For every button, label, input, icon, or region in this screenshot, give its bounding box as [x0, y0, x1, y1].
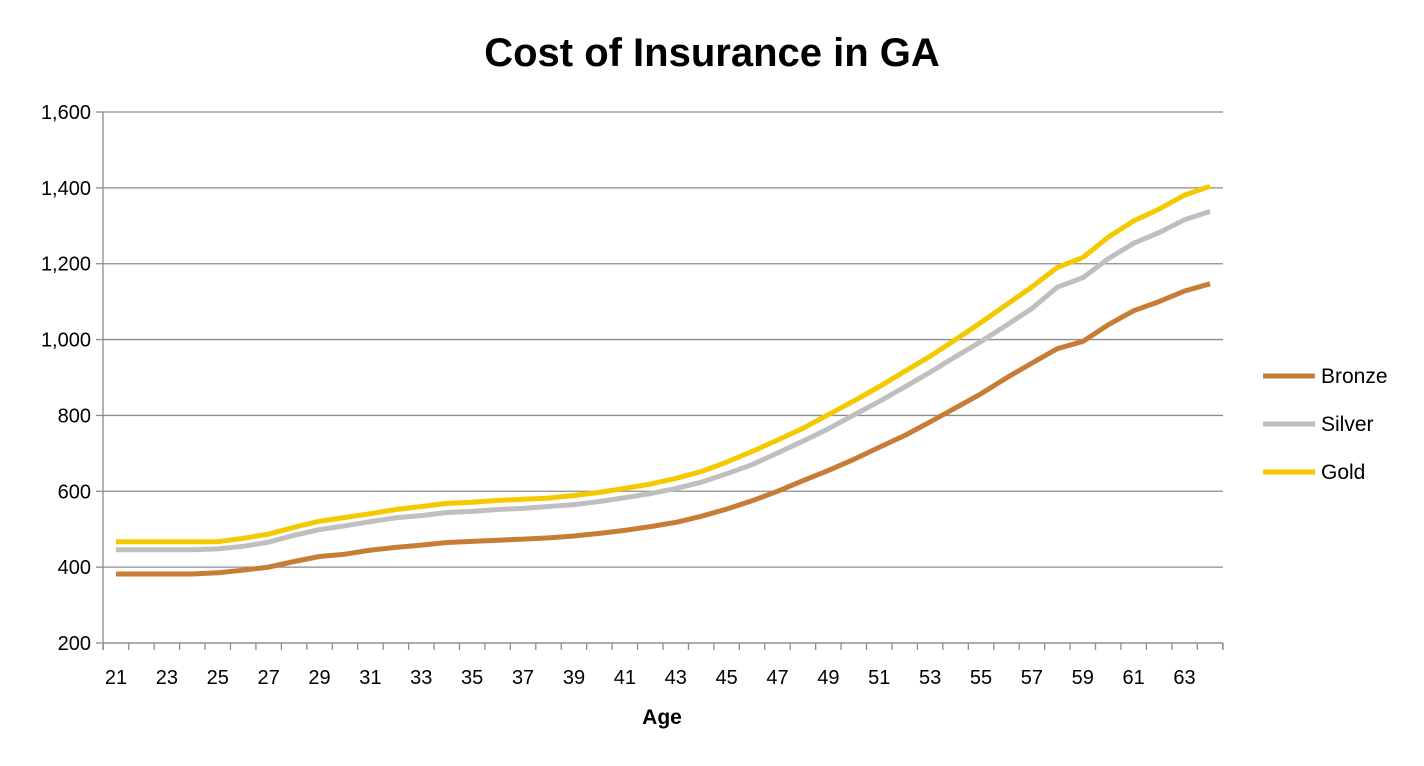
x-axis-ticks: 21 23 25 27 29 31 33 35 37 39 41 43 45 47 49 51 53 55 57 59… [105, 667, 1196, 689]
y-tick-label: 400 [58, 557, 91, 579]
legend-label-bronze: Bronze [1321, 365, 1388, 388]
x-tick-label: 37 [512, 667, 534, 689]
series-line-bronze [116, 281, 1211, 577]
x-tick-label: 43 [665, 667, 687, 689]
x-tick-label: 29 [308, 667, 330, 689]
chart-title: Cost of Insurance in GA [484, 31, 940, 75]
x-tick-label: 55 [970, 667, 992, 689]
series-line-silver [116, 209, 1211, 553]
gridlines [103, 111, 1223, 644]
x-tick-label: 53 [919, 667, 941, 689]
y-tick-label: 1,000 [41, 330, 91, 352]
legend-label-silver: Silver [1321, 413, 1374, 436]
y-tick-label: 1,400 [41, 178, 91, 200]
y-tick-label: 1,600 [41, 102, 91, 124]
legend: Bronze Silver Gold [1263, 365, 1388, 484]
x-tick-label: 33 [410, 667, 432, 689]
x-tick-label: 25 [207, 667, 229, 689]
x-tick-label: 31 [359, 667, 381, 689]
x-tick-label: 47 [766, 667, 788, 689]
y-axis-ticks: 200 400 600 800 1,000 1,200 1,400 1,600 [41, 102, 103, 655]
series-line-gold [116, 183, 1211, 545]
x-tick-label: 57 [1021, 667, 1043, 689]
x-tick-label: 27 [258, 667, 280, 689]
x-tick-label: 45 [715, 667, 737, 689]
x-axis [102, 112, 1224, 650]
x-tick-label: 51 [868, 667, 890, 689]
y-tick-label: 200 [58, 633, 91, 655]
x-tick-label: 35 [461, 667, 483, 689]
y-tick-label: 800 [58, 405, 91, 427]
x-tick-label: 61 [1123, 667, 1145, 689]
x-tick-label: 21 [105, 667, 127, 689]
x-tick-label: 23 [156, 667, 178, 689]
x-tick-label: 39 [563, 667, 585, 689]
x-axis-label: Age [642, 706, 682, 729]
y-tick-label: 600 [58, 481, 91, 503]
series-lines [116, 183, 1211, 577]
x-tick-label: 49 [817, 667, 839, 689]
y-tick-label: 1,200 [41, 254, 91, 276]
legend-label-gold: Gold [1321, 461, 1365, 484]
x-tick-label: 63 [1173, 667, 1195, 689]
x-tick-label: 41 [614, 667, 636, 689]
x-tick-label: 59 [1072, 667, 1094, 689]
